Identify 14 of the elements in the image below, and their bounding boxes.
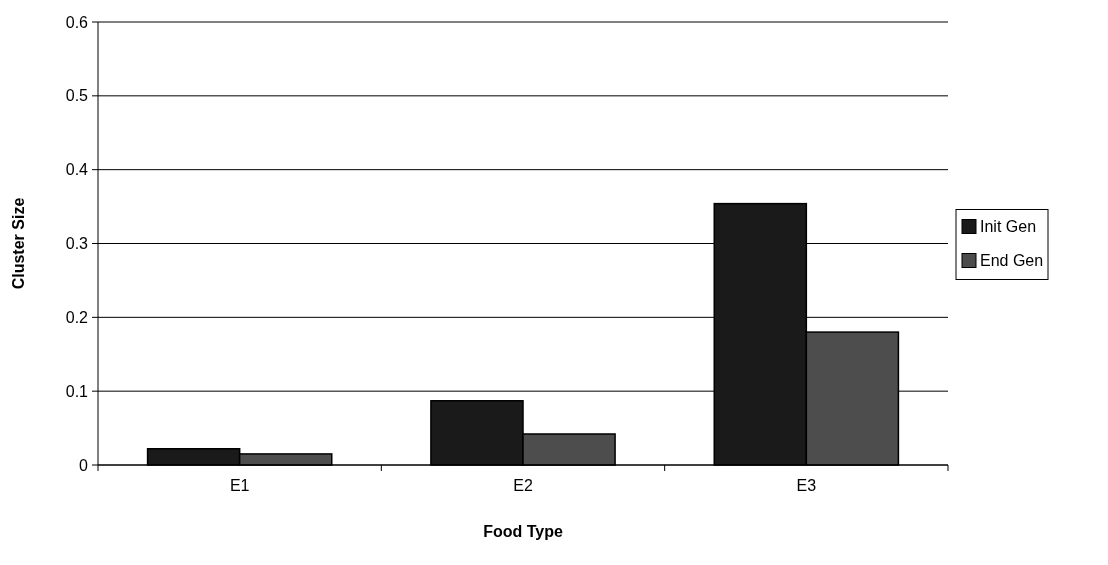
- x-axis-title: Food Type: [483, 523, 563, 540]
- y-tick-label: 0.2: [65, 308, 89, 326]
- y-tick-label: 0.1: [65, 382, 89, 400]
- y-tick-label: 0.4: [65, 161, 89, 179]
- legend-label: Init Gen: [980, 218, 1037, 236]
- x-tick-label: E1: [229, 477, 250, 494]
- x-tick-label: E2: [513, 477, 533, 494]
- x-tick-label: E3: [796, 477, 817, 494]
- y-tick-label: 0.6: [65, 13, 89, 31]
- y-axis-title: Cluster Size: [10, 197, 27, 290]
- y-tick-label: 0: [79, 456, 89, 474]
- y-tick-label: 0.3: [65, 235, 89, 253]
- y-tick-label: 0.5: [65, 87, 89, 105]
- legend-label: End Gen: [980, 252, 1044, 270]
